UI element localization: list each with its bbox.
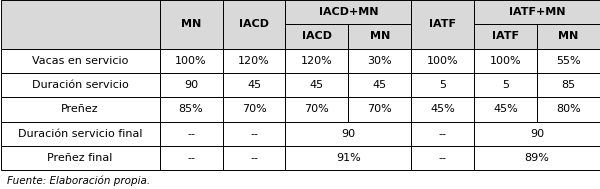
Text: Fuente: Elaboración propia.: Fuente: Elaboración propia. — [7, 175, 149, 186]
Text: 45: 45 — [310, 80, 324, 90]
Text: Duración servicio final: Duración servicio final — [18, 129, 142, 139]
Text: 55%: 55% — [556, 56, 581, 66]
Bar — [349, 49, 411, 73]
Bar — [537, 97, 600, 122]
Bar — [411, 146, 474, 170]
Bar — [223, 0, 286, 49]
Bar — [537, 24, 600, 49]
Text: Vacas en servicio: Vacas en servicio — [32, 56, 128, 66]
Bar — [1, 73, 160, 97]
Text: IATF: IATF — [429, 19, 456, 29]
Bar — [411, 0, 474, 49]
Bar — [286, 0, 411, 24]
Text: Preñez final: Preñez final — [47, 153, 113, 163]
Text: 100%: 100% — [490, 56, 521, 66]
Bar — [160, 122, 223, 146]
Text: 90: 90 — [184, 80, 198, 90]
Text: --: -- — [250, 153, 258, 163]
Bar — [537, 49, 600, 73]
Bar — [286, 49, 349, 73]
Bar — [411, 73, 474, 97]
Bar — [411, 49, 474, 73]
Text: 120%: 120% — [238, 56, 270, 66]
Text: 80%: 80% — [556, 104, 581, 114]
Bar — [1, 146, 160, 170]
Text: 70%: 70% — [367, 104, 392, 114]
Bar — [223, 73, 286, 97]
Text: 120%: 120% — [301, 56, 333, 66]
Text: MN: MN — [559, 31, 578, 41]
Text: 5: 5 — [439, 80, 446, 90]
Text: 70%: 70% — [305, 104, 329, 114]
Bar — [1, 122, 160, 146]
Text: IACD+MN: IACD+MN — [319, 7, 378, 17]
Bar — [223, 146, 286, 170]
Text: 100%: 100% — [427, 56, 458, 66]
Text: 100%: 100% — [175, 56, 207, 66]
Bar — [286, 146, 411, 170]
Bar — [411, 122, 474, 146]
Bar — [349, 24, 411, 49]
Text: 5: 5 — [502, 80, 509, 90]
Text: 45%: 45% — [493, 104, 518, 114]
Text: 90: 90 — [341, 129, 355, 139]
Text: 85: 85 — [562, 80, 575, 90]
Text: MN: MN — [181, 19, 201, 29]
Text: --: -- — [187, 129, 195, 139]
Text: --: -- — [439, 129, 447, 139]
Text: 90: 90 — [530, 129, 544, 139]
Text: 45: 45 — [373, 80, 387, 90]
Bar — [474, 146, 600, 170]
Bar — [474, 49, 537, 73]
Bar — [223, 122, 286, 146]
Bar — [474, 0, 600, 24]
Text: --: -- — [187, 153, 195, 163]
Text: 30%: 30% — [368, 56, 392, 66]
Bar — [160, 73, 223, 97]
Bar — [1, 0, 160, 49]
Text: 45%: 45% — [430, 104, 455, 114]
Bar — [286, 122, 411, 146]
Text: 85%: 85% — [179, 104, 203, 114]
Text: Preñez: Preñez — [61, 104, 99, 114]
Text: MN: MN — [370, 31, 390, 41]
Bar — [223, 49, 286, 73]
Text: Duración servicio: Duración servicio — [32, 80, 128, 90]
Bar — [1, 97, 160, 122]
Bar — [223, 97, 286, 122]
Text: 45: 45 — [247, 80, 261, 90]
Bar — [474, 122, 600, 146]
Bar — [286, 24, 349, 49]
Bar — [411, 97, 474, 122]
Bar — [349, 97, 411, 122]
Bar — [474, 24, 537, 49]
Text: --: -- — [439, 153, 447, 163]
Bar — [349, 73, 411, 97]
Text: IATF: IATF — [492, 31, 519, 41]
Bar — [474, 73, 537, 97]
Text: 89%: 89% — [524, 153, 550, 163]
Text: 91%: 91% — [336, 153, 361, 163]
Bar — [286, 73, 349, 97]
Text: IACD: IACD — [239, 19, 269, 29]
Text: IATF+MN: IATF+MN — [509, 7, 565, 17]
Bar — [474, 97, 537, 122]
Bar — [160, 0, 223, 49]
Text: IACD: IACD — [302, 31, 332, 41]
Bar — [1, 49, 160, 73]
Text: --: -- — [250, 129, 258, 139]
Bar — [160, 146, 223, 170]
Bar — [160, 49, 223, 73]
Bar — [286, 97, 349, 122]
Text: 70%: 70% — [242, 104, 266, 114]
Bar — [537, 73, 600, 97]
Bar — [160, 97, 223, 122]
